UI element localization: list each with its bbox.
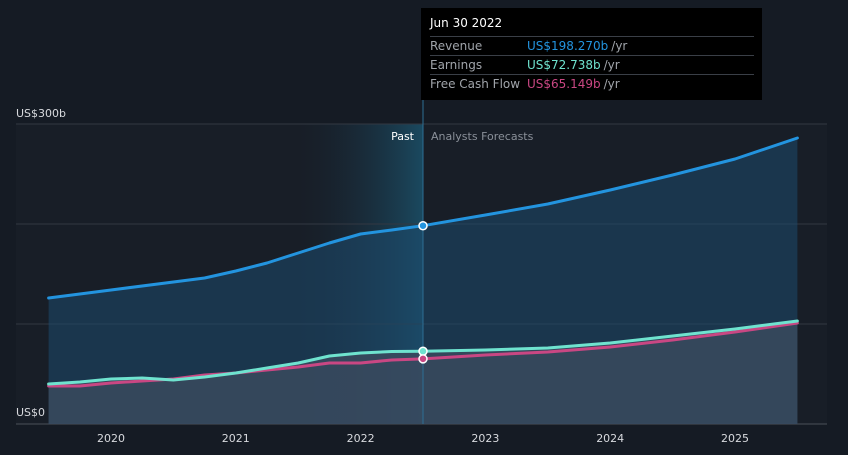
earnings-line: [47, 319, 799, 386]
x-tick-label-2020: 2020: [97, 432, 125, 445]
fcf-marker: [418, 354, 428, 364]
tooltip-unit-fcf: /yr: [603, 77, 620, 91]
tooltip-name-fcf: Free Cash Flow: [430, 77, 521, 91]
past-label: Past: [391, 130, 415, 143]
tooltip-row-revenue: Revenue US$198.270b /yr: [430, 36, 754, 55]
tooltip-name-revenue: Revenue: [430, 39, 483, 53]
tooltip-value-earnings: US$72.738b: [527, 58, 601, 72]
tooltip-row-fcf: Free Cash Flow US$65.149b /yr: [430, 74, 754, 93]
y-tick-label-min: US$0: [16, 406, 45, 419]
fcf-line: [47, 321, 799, 388]
analysts-forecasts-label: Analysts Forecasts: [431, 130, 534, 143]
tooltip-unit-revenue: /yr: [611, 39, 628, 53]
y-tick-label-max: US$300b: [16, 107, 66, 120]
revenue-line: [47, 136, 799, 300]
tooltip-value-revenue: US$198.270b: [527, 39, 609, 53]
tooltip-value-fcf: US$65.149b: [527, 77, 601, 91]
x-tick-label-2023: 2023: [471, 432, 499, 445]
earnings-marker: [418, 346, 428, 357]
revenue-marker: [418, 220, 428, 231]
tooltip-date: Jun 30 2022: [430, 16, 503, 30]
tooltip-row-earnings: Earnings US$72.738b /yr: [430, 55, 754, 74]
x-tick-label-2025: 2025: [721, 432, 749, 445]
tooltip-unit-earnings: /yr: [603, 58, 620, 72]
x-tick-label-2022: 2022: [347, 432, 375, 445]
tooltip-name-earnings: Earnings: [430, 58, 483, 72]
x-tick-label-2021: 2021: [222, 432, 250, 445]
x-tick-label-2024: 2024: [596, 432, 624, 445]
hover-tooltip: Jun 30 2022 Revenue US$198.270b /yr Earn…: [421, 8, 762, 100]
